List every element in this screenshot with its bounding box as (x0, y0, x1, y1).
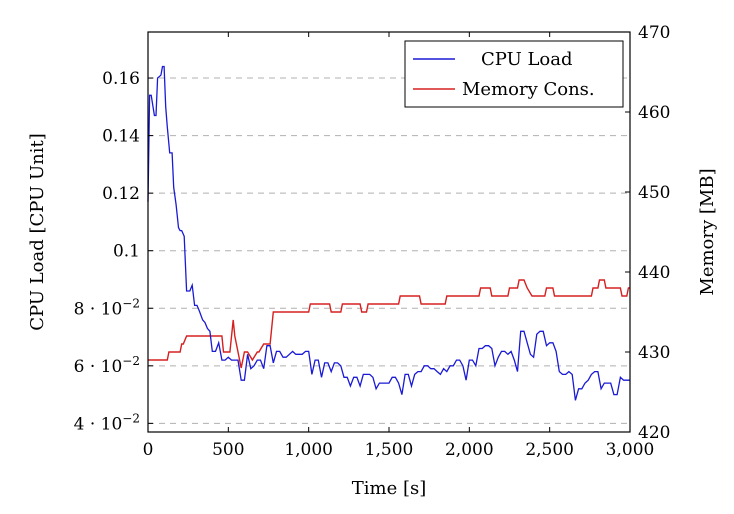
x-axis-ticks: 0 500 1,000 1,500 2,000 2,500 3,000 (143, 32, 655, 460)
x-axis-label: Time [s] (352, 478, 427, 499)
y-right-tick-label-5: 470 (638, 23, 670, 43)
y-right-tick-label-1: 430 (638, 343, 670, 363)
y-left-tick-label-5: 0.14 (102, 127, 140, 147)
y-right-tick-label-3: 450 (638, 183, 670, 203)
x-tick-label-0: 0 (143, 440, 154, 460)
x-tick-label-5: 2,500 (525, 440, 574, 460)
y-left-tick-label-2: 8 · 10−2 (74, 296, 140, 319)
y-left-axis-ticks: 4 · 10−2 6 · 10−2 8 · 10−2 0.1 0.12 0.14 0.16 (74, 69, 153, 434)
cpu-load-line (147, 65, 630, 401)
x-tick-label-6: 3,000 (606, 440, 655, 460)
y-left-tick-label-6: 0.16 (102, 69, 140, 89)
legend-label-cpu: CPU Load (481, 49, 573, 70)
x-tick-label-1: 500 (212, 440, 244, 460)
memory-series (148, 279, 630, 369)
cpu-series (147, 65, 630, 401)
x-tick-label-3: 1,500 (365, 440, 414, 460)
legend: CPU Load Memory Cons. (404, 40, 624, 108)
memory-line (148, 279, 630, 369)
x-tick-label-2: 1,000 (284, 440, 333, 460)
y-left-tick-label-4: 0.12 (102, 184, 140, 204)
y-right-axis-ticks: 420 430 440 450 460 470 (625, 23, 670, 443)
legend-box (404, 40, 624, 108)
grid-lines (148, 77, 630, 424)
y-right-tick-label-0: 420 (638, 423, 670, 443)
y-right-axis-label: Memory [MB] (697, 168, 718, 295)
y-left-axis-label: CPU Load [CPU Unit] (27, 133, 48, 330)
y-left-tick-label-0: 4 · 10−2 (74, 411, 140, 434)
y-left-tick-label-3: 0.1 (113, 242, 140, 262)
y-right-tick-label-2: 440 (638, 263, 670, 283)
legend-label-memory: Memory Cons. (462, 79, 595, 100)
x-tick-label-4: 2,000 (445, 440, 494, 460)
y-left-tick-label-1: 6 · 10−2 (74, 354, 140, 377)
y-right-tick-label-4: 460 (638, 103, 670, 123)
